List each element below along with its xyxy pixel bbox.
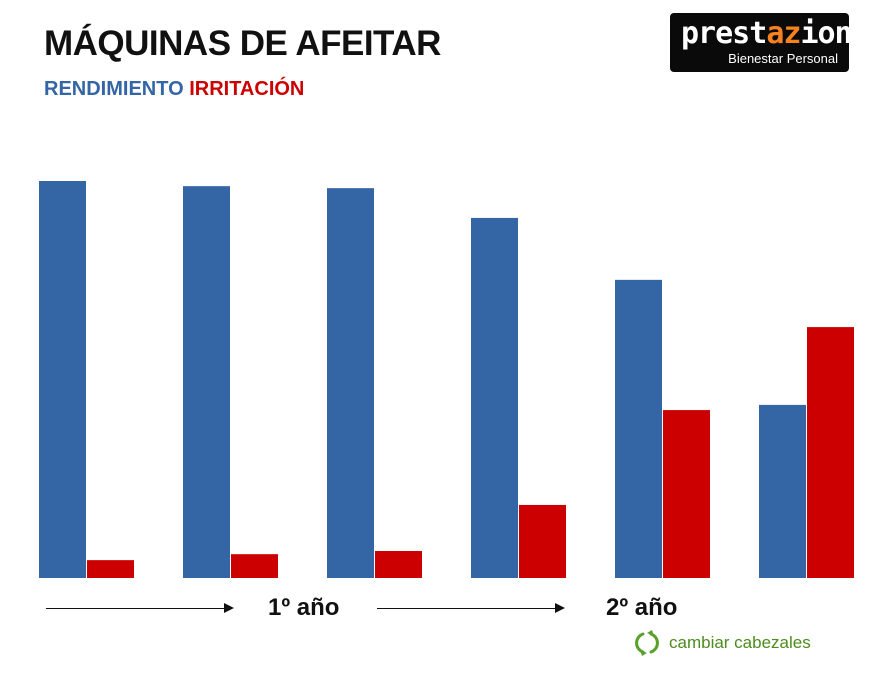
logo-brand: prestazion	[681, 16, 853, 51]
rendimiento-bar-3	[327, 188, 374, 578]
period-label-1: 1º año	[268, 594, 340, 621]
timeline-arrow-2-head	[555, 603, 565, 613]
note-label: cambiar cabezales	[669, 633, 811, 652]
irritacion-bar-2	[231, 554, 278, 578]
change-heads-note: cambiar cabezales	[633, 629, 811, 657]
legend-rendimiento: RENDIMIENTO	[44, 78, 184, 100]
period-label-2: 2º año	[606, 594, 678, 621]
irritacion-bar-1	[87, 560, 134, 578]
rendimiento-bar-2	[183, 186, 230, 578]
rendimiento-bar-4	[471, 217, 518, 578]
legend: RENDIMIENTO IRRITACIÓN	[44, 78, 304, 101]
rendimiento-bar-5	[615, 279, 662, 578]
logo-tagline: Bienestar Personal	[728, 51, 838, 66]
timeline-arrow-1-head	[224, 603, 234, 613]
refresh-icon	[635, 630, 659, 656]
legend-irritacion: IRRITACIÓN	[189, 78, 305, 100]
irritacion-bar-4	[519, 504, 566, 578]
irritacion-bar-3	[375, 551, 422, 578]
rendimiento-bar-6	[759, 404, 806, 578]
timeline-arrow-1	[46, 608, 224, 609]
irritacion-bar-5	[663, 410, 710, 578]
prestazion-logo: prestazion Bienestar Personal	[670, 13, 853, 72]
timeline-arrow-2	[377, 608, 555, 609]
irritacion-bar-6	[807, 327, 854, 578]
chart-title: MÁQUINAS DE AFEITAR	[44, 24, 441, 63]
rendimiento-bar-1	[39, 181, 86, 578]
